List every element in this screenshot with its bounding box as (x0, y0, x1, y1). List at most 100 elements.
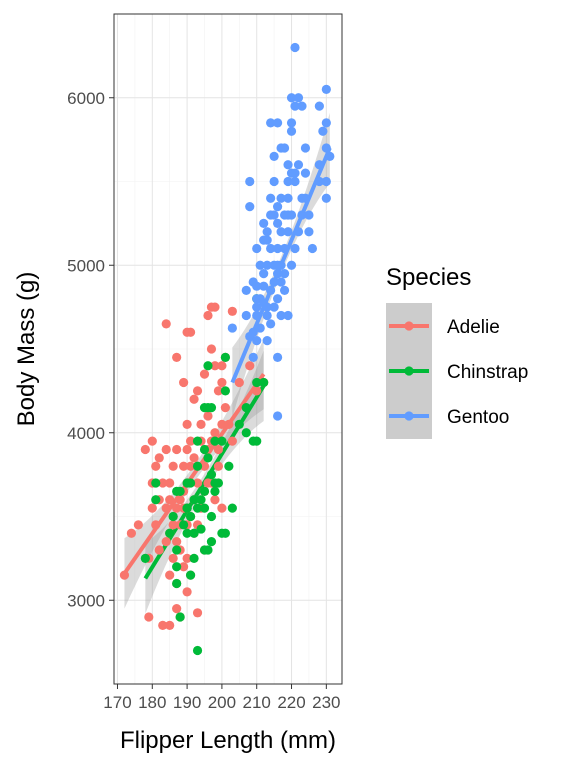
x-tick-label: 180 (138, 693, 166, 712)
data-point (273, 294, 283, 304)
data-point (220, 386, 230, 396)
data-point (182, 503, 192, 513)
data-point (276, 277, 286, 287)
data-point (269, 302, 279, 312)
data-point (297, 101, 307, 111)
data-point (161, 319, 171, 329)
data-point (182, 587, 192, 597)
data-point (314, 176, 324, 187)
data-point (182, 553, 192, 563)
data-point (283, 176, 293, 187)
data-point (300, 168, 311, 178)
legend-point (404, 411, 414, 421)
data-point (259, 281, 269, 291)
data-point (304, 210, 314, 220)
data-point (192, 461, 203, 471)
points-layer (119, 42, 335, 656)
data-point (262, 260, 272, 270)
data-point (252, 281, 262, 291)
legend: Species Adelie Chinstrap Gentoo (386, 264, 528, 439)
data-point (179, 377, 189, 388)
data-point (158, 620, 168, 630)
data-point (325, 151, 335, 161)
data-point (248, 352, 258, 362)
data-point (262, 235, 272, 245)
data-point (172, 537, 182, 547)
data-point (196, 524, 206, 534)
data-point (297, 210, 307, 220)
data-point (182, 528, 192, 538)
data-point (227, 323, 237, 333)
legend-label: Adelie (447, 317, 500, 338)
data-point (283, 227, 293, 237)
data-point (158, 478, 168, 488)
data-point (165, 620, 175, 630)
data-point (179, 520, 189, 530)
data-point (273, 243, 283, 254)
data-point (206, 403, 217, 413)
data-point (154, 453, 164, 463)
data-point (165, 528, 175, 538)
data-point (172, 444, 182, 455)
x-tick-label: 170 (103, 693, 131, 712)
legend-label: Gentoo (447, 407, 509, 428)
data-point (133, 520, 143, 530)
x-tick-label: 190 (173, 693, 201, 712)
data-point (321, 143, 331, 153)
data-point (234, 419, 244, 429)
data-point (217, 361, 227, 371)
data-point (220, 403, 230, 413)
data-point (161, 503, 171, 513)
data-point (241, 285, 251, 295)
x-axis-title: Flipper Length (mm) (120, 727, 336, 754)
data-point (252, 377, 262, 388)
data-point (227, 306, 237, 316)
y-tick-label: 4000 (67, 424, 105, 443)
data-point (189, 453, 199, 463)
data-point (217, 377, 227, 388)
data-point (286, 93, 297, 103)
y-axis: 3000 4000 5000 6000 (67, 89, 114, 610)
data-point (151, 461, 161, 471)
data-point (276, 260, 286, 270)
data-point (172, 562, 182, 572)
data-point (269, 277, 279, 287)
data-point (321, 84, 331, 94)
data-point (321, 118, 331, 128)
data-point (273, 202, 283, 212)
data-point (262, 227, 272, 237)
data-point (259, 377, 269, 388)
data-point (147, 503, 157, 513)
data-point (227, 436, 237, 446)
data-point (241, 403, 251, 413)
data-point (196, 419, 206, 429)
data-point (321, 193, 331, 203)
data-point (179, 461, 189, 471)
data-point (266, 285, 276, 295)
data-point (259, 218, 269, 228)
data-point (262, 336, 272, 346)
data-point (290, 176, 300, 187)
data-point (286, 118, 297, 128)
data-point (126, 528, 137, 538)
x-tick-label: 230 (312, 693, 340, 712)
data-point (266, 193, 276, 203)
data-point (189, 553, 199, 563)
y-tick-label: 3000 (67, 591, 105, 610)
panel-border (113, 13, 343, 685)
data-point (252, 386, 262, 396)
data-point (279, 243, 290, 254)
data-point (241, 310, 251, 321)
data-point (168, 461, 178, 471)
data-point (252, 302, 262, 312)
x-axis: 170 180 190 200 210 220 230 (103, 684, 341, 712)
data-point (210, 495, 220, 505)
data-point (224, 419, 234, 429)
data-point (203, 545, 213, 555)
data-point (252, 336, 262, 346)
data-point (192, 436, 203, 446)
data-point (210, 486, 220, 496)
data-point (273, 269, 283, 279)
data-point (206, 537, 217, 547)
